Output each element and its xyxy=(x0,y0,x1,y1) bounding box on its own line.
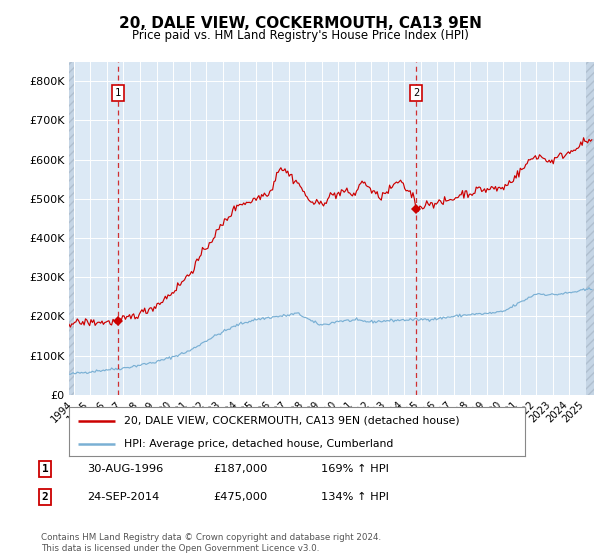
Text: 1: 1 xyxy=(115,88,121,98)
Text: Price paid vs. HM Land Registry's House Price Index (HPI): Price paid vs. HM Land Registry's House … xyxy=(131,29,469,42)
Text: 169% ↑ HPI: 169% ↑ HPI xyxy=(321,464,389,474)
Text: Contains HM Land Registry data © Crown copyright and database right 2024.: Contains HM Land Registry data © Crown c… xyxy=(41,533,381,542)
Text: This data is licensed under the Open Government Licence v3.0.: This data is licensed under the Open Gov… xyxy=(41,544,319,553)
Text: 1: 1 xyxy=(41,464,49,474)
Text: 24-SEP-2014: 24-SEP-2014 xyxy=(87,492,159,502)
Text: £187,000: £187,000 xyxy=(213,464,268,474)
Text: 2: 2 xyxy=(413,88,419,98)
Text: 20, DALE VIEW, COCKERMOUTH, CA13 9EN (detached house): 20, DALE VIEW, COCKERMOUTH, CA13 9EN (de… xyxy=(124,416,460,426)
Text: 2: 2 xyxy=(41,492,49,502)
Text: 30-AUG-1996: 30-AUG-1996 xyxy=(87,464,163,474)
Text: £475,000: £475,000 xyxy=(213,492,267,502)
Text: 134% ↑ HPI: 134% ↑ HPI xyxy=(321,492,389,502)
Text: 20, DALE VIEW, COCKERMOUTH, CA13 9EN: 20, DALE VIEW, COCKERMOUTH, CA13 9EN xyxy=(119,16,481,31)
Text: HPI: Average price, detached house, Cumberland: HPI: Average price, detached house, Cumb… xyxy=(124,438,393,449)
